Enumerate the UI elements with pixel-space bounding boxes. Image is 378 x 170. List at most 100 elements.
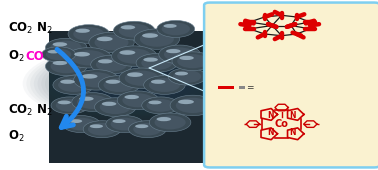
Ellipse shape bbox=[166, 49, 181, 53]
Ellipse shape bbox=[53, 42, 67, 46]
Ellipse shape bbox=[151, 80, 166, 84]
Circle shape bbox=[56, 99, 84, 112]
Ellipse shape bbox=[90, 124, 103, 128]
Ellipse shape bbox=[121, 25, 135, 29]
Ellipse shape bbox=[113, 119, 125, 123]
FancyBboxPatch shape bbox=[204, 3, 378, 167]
Circle shape bbox=[79, 72, 113, 88]
Circle shape bbox=[72, 93, 113, 111]
Text: O$_2$: O$_2$ bbox=[8, 129, 24, 143]
Bar bbox=[218, 86, 234, 89]
Circle shape bbox=[168, 68, 206, 85]
Ellipse shape bbox=[97, 37, 113, 41]
Circle shape bbox=[96, 58, 127, 72]
Circle shape bbox=[67, 118, 95, 131]
Ellipse shape bbox=[102, 102, 116, 106]
Circle shape bbox=[53, 76, 94, 94]
Circle shape bbox=[83, 121, 121, 138]
Ellipse shape bbox=[163, 24, 177, 28]
Text: N: N bbox=[290, 128, 296, 137]
Ellipse shape bbox=[178, 99, 194, 104]
Text: =: = bbox=[246, 83, 254, 92]
Circle shape bbox=[172, 52, 214, 71]
Ellipse shape bbox=[53, 61, 67, 65]
Ellipse shape bbox=[124, 95, 139, 99]
Circle shape bbox=[159, 45, 200, 64]
Circle shape bbox=[164, 47, 195, 61]
Circle shape bbox=[94, 35, 129, 50]
Circle shape bbox=[68, 25, 110, 43]
Circle shape bbox=[157, 20, 195, 37]
Circle shape bbox=[173, 70, 201, 83]
Circle shape bbox=[91, 55, 132, 74]
Ellipse shape bbox=[74, 52, 90, 56]
Text: Co: Co bbox=[275, 119, 288, 129]
Circle shape bbox=[106, 116, 144, 133]
Circle shape bbox=[136, 54, 178, 72]
Ellipse shape bbox=[75, 29, 90, 33]
Circle shape bbox=[72, 50, 106, 65]
Circle shape bbox=[119, 68, 164, 88]
Ellipse shape bbox=[105, 80, 120, 84]
Ellipse shape bbox=[79, 97, 94, 101]
Circle shape bbox=[119, 24, 150, 38]
Circle shape bbox=[112, 46, 157, 66]
Ellipse shape bbox=[60, 80, 75, 84]
Circle shape bbox=[104, 78, 135, 92]
Circle shape bbox=[170, 95, 215, 116]
Circle shape bbox=[117, 91, 159, 110]
Circle shape bbox=[117, 48, 151, 64]
Circle shape bbox=[66, 48, 112, 68]
Circle shape bbox=[45, 38, 87, 57]
Circle shape bbox=[162, 23, 190, 35]
Text: CO: CO bbox=[26, 50, 45, 63]
Circle shape bbox=[177, 54, 208, 68]
Circle shape bbox=[73, 27, 104, 41]
Circle shape bbox=[140, 31, 174, 47]
Ellipse shape bbox=[69, 119, 82, 123]
Ellipse shape bbox=[57, 100, 71, 104]
Text: CO$_2$ N$_2$: CO$_2$ N$_2$ bbox=[8, 103, 53, 118]
Circle shape bbox=[122, 93, 153, 107]
Circle shape bbox=[42, 47, 76, 62]
Circle shape bbox=[134, 29, 180, 49]
Circle shape bbox=[46, 49, 71, 60]
Circle shape bbox=[51, 97, 89, 114]
Ellipse shape bbox=[82, 74, 98, 79]
Circle shape bbox=[58, 78, 89, 92]
Text: N: N bbox=[267, 128, 274, 137]
Circle shape bbox=[74, 70, 119, 90]
Circle shape bbox=[51, 41, 82, 55]
Circle shape bbox=[62, 116, 100, 133]
Circle shape bbox=[98, 76, 140, 94]
Ellipse shape bbox=[142, 33, 158, 38]
Circle shape bbox=[142, 97, 180, 114]
Circle shape bbox=[100, 100, 131, 114]
Ellipse shape bbox=[98, 59, 113, 63]
Circle shape bbox=[51, 59, 82, 73]
Circle shape bbox=[88, 123, 116, 136]
Circle shape bbox=[146, 99, 175, 112]
Circle shape bbox=[77, 95, 108, 109]
Ellipse shape bbox=[119, 50, 135, 55]
Circle shape bbox=[144, 76, 185, 94]
Circle shape bbox=[129, 121, 166, 138]
Ellipse shape bbox=[143, 57, 158, 62]
Circle shape bbox=[125, 71, 159, 86]
Circle shape bbox=[155, 115, 186, 129]
Circle shape bbox=[94, 98, 136, 116]
Ellipse shape bbox=[175, 72, 188, 75]
Circle shape bbox=[133, 123, 162, 136]
Text: N: N bbox=[267, 111, 274, 120]
Ellipse shape bbox=[135, 124, 148, 128]
Circle shape bbox=[113, 21, 155, 40]
Ellipse shape bbox=[156, 117, 171, 121]
Circle shape bbox=[149, 78, 180, 92]
Circle shape bbox=[111, 118, 139, 131]
Ellipse shape bbox=[179, 56, 194, 60]
Ellipse shape bbox=[48, 50, 59, 53]
Circle shape bbox=[45, 57, 87, 76]
Bar bbox=[239, 86, 245, 89]
Ellipse shape bbox=[127, 72, 143, 77]
Text: CO$_2$ N$_2$: CO$_2$ N$_2$ bbox=[8, 21, 53, 36]
